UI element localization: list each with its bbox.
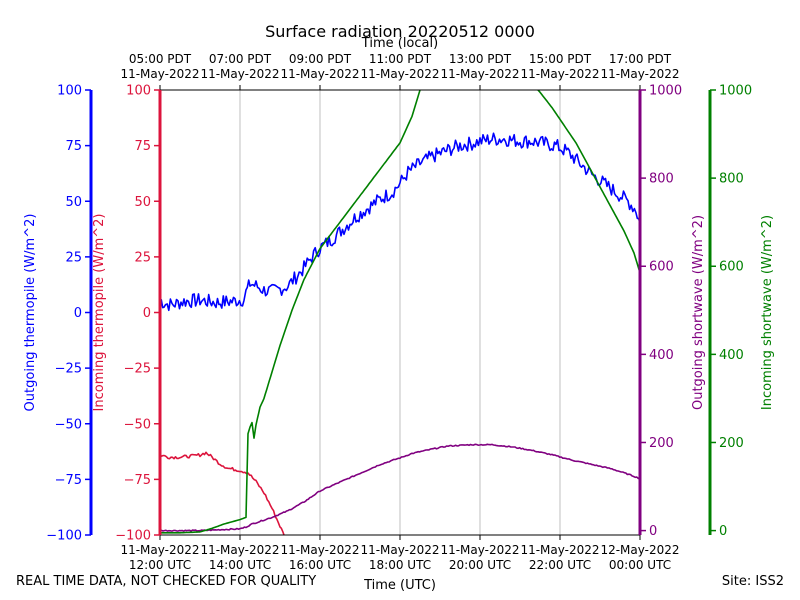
x-tick-label-local-date: 11-May-2022 — [360, 67, 439, 81]
x-tick-label-local-date: 11-May-2022 — [280, 67, 359, 81]
in_thermo-tick-label: −100 — [115, 529, 151, 544]
series-line-incoming-thermopile — [160, 451, 285, 535]
in_sw-tick-label: 200 — [719, 436, 744, 451]
out_thermo-tick-label: 100 — [57, 84, 82, 99]
in_thermo-tick-label: −25 — [124, 362, 151, 377]
out_thermo-tick-label: 0 — [74, 306, 82, 321]
out_thermo-tick-label: −25 — [55, 362, 82, 377]
x-tick-label-local-time: 09:00 PDT — [289, 52, 352, 66]
quality-disclaimer: REAL TIME DATA, NOT CHECKED FOR QUALITY — [16, 574, 317, 589]
out_thermo-tick-label: −75 — [55, 473, 82, 488]
x-tick-label-utc-time: 22:00 UTC — [529, 558, 591, 572]
top-axis-label: Time (local) — [361, 36, 438, 51]
in_thermo-tick-label: −75 — [124, 473, 151, 488]
out_sw-tick-label: 200 — [649, 436, 674, 451]
in_sw-tick-label: 400 — [719, 348, 744, 363]
in_thermo-tick-label: 50 — [134, 195, 151, 210]
x-tick-label-utc-time: 12:00 UTC — [129, 558, 191, 572]
in_sw-tick-label: 1000 — [719, 84, 752, 99]
out_sw-axis-label: Outgoing shortwave (W/m^2) — [691, 215, 706, 410]
out_sw-tick-label: 1000 — [649, 84, 682, 99]
out_sw-tick-label: 400 — [649, 348, 674, 363]
x-tick-label-utc-date: 11-May-2022 — [120, 543, 199, 557]
in_thermo-tick-label: 75 — [134, 139, 151, 154]
out_thermo-tick-label: 50 — [65, 195, 82, 210]
x-tick-label-local-time: 15:00 PDT — [529, 52, 592, 66]
x-tick-label-utc-time: 14:00 UTC — [209, 558, 271, 572]
x-tick-label-utc-time: 20:00 UTC — [449, 558, 511, 572]
chart-title: Surface radiation 20220512 0000 — [265, 22, 535, 41]
out_thermo-tick-label: −100 — [46, 529, 82, 544]
series-line-outgoing-thermopile — [160, 132, 640, 312]
x-tick-label-local-time: 05:00 PDT — [129, 52, 192, 66]
out_thermo-axis-label: Outgoing thermopile (W/m^2) — [23, 214, 38, 412]
out_thermo-tick-label: 25 — [65, 250, 82, 265]
in_sw-tick-label: 600 — [719, 260, 744, 275]
series-line-incoming-shortwave — [536, 90, 640, 274]
x-tick-label-utc-date: 11-May-2022 — [520, 543, 599, 557]
series-line-outgoing-shortwave — [160, 443, 640, 532]
out_sw-tick-label: 600 — [649, 260, 674, 275]
x-tick-label-utc-time: 18:00 UTC — [369, 558, 431, 572]
x-tick-label-utc-time: 00:00 UTC — [609, 558, 671, 572]
x-axis-label: Time (UTC) — [363, 578, 436, 593]
x-tick-label-utc-date: 11-May-2022 — [440, 543, 519, 557]
x-tick-label-utc-time: 16:00 UTC — [289, 558, 351, 572]
out_thermo-tick-label: 75 — [65, 139, 82, 154]
x-tick-label-local-time: 11:00 PDT — [369, 52, 432, 66]
in_thermo-axis-label: Incoming thermopile (W/m^2) — [92, 214, 107, 412]
x-tick-label-local-date: 11-May-2022 — [120, 67, 199, 81]
x-tick-label-local-date: 11-May-2022 — [520, 67, 599, 81]
x-tick-label-local-date: 11-May-2022 — [200, 67, 279, 81]
x-tick-label-utc-date: 11-May-2022 — [360, 543, 439, 557]
grid — [239, 90, 561, 535]
x-tick-label-utc-date: 12-May-2022 — [600, 543, 679, 557]
in_thermo-tick-label: 100 — [126, 84, 151, 99]
series-layer — [160, 90, 640, 535]
in_thermo-tick-label: 25 — [134, 250, 151, 265]
out_sw-tick-label: 800 — [649, 172, 674, 187]
x-tick-label-local-time: 17:00 PDT — [609, 52, 672, 66]
x-tick-label-utc-date: 11-May-2022 — [280, 543, 359, 557]
series-line-incoming-shortwave — [160, 90, 422, 534]
out_sw-tick-label: 0 — [649, 524, 657, 539]
x-tick-label-local-date: 11-May-2022 — [440, 67, 519, 81]
in_sw-axis-label: Incoming shortwave (W/m^2) — [760, 215, 775, 410]
x-tick-label-local-time: 07:00 PDT — [209, 52, 272, 66]
site-label: Site: ISS2 — [721, 574, 784, 589]
x-tick-label-local-date: 11-May-2022 — [600, 67, 679, 81]
out_thermo-tick-label: −50 — [55, 417, 82, 432]
in_sw-tick-label: 0 — [719, 524, 727, 539]
in_thermo-tick-label: −50 — [124, 417, 151, 432]
in_thermo-tick-label: 0 — [143, 306, 151, 321]
x-tick-label-local-time: 13:00 PDT — [449, 52, 512, 66]
in_sw-tick-label: 800 — [719, 172, 744, 187]
x-tick-label-utc-date: 11-May-2022 — [200, 543, 279, 557]
